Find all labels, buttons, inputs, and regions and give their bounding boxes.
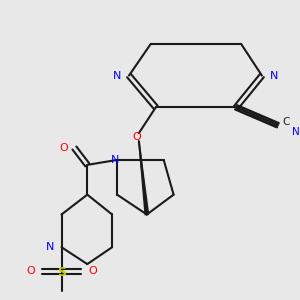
Text: O: O	[88, 266, 97, 276]
Text: N: N	[46, 242, 55, 252]
Text: N: N	[113, 70, 121, 81]
Text: N: N	[270, 70, 278, 81]
Text: S: S	[57, 266, 66, 278]
Text: C: C	[283, 117, 290, 127]
Text: N: N	[292, 127, 299, 137]
Text: O: O	[26, 266, 35, 276]
Polygon shape	[139, 141, 148, 215]
Text: N: N	[111, 155, 119, 165]
Text: O: O	[60, 143, 68, 153]
Text: O: O	[133, 132, 141, 142]
